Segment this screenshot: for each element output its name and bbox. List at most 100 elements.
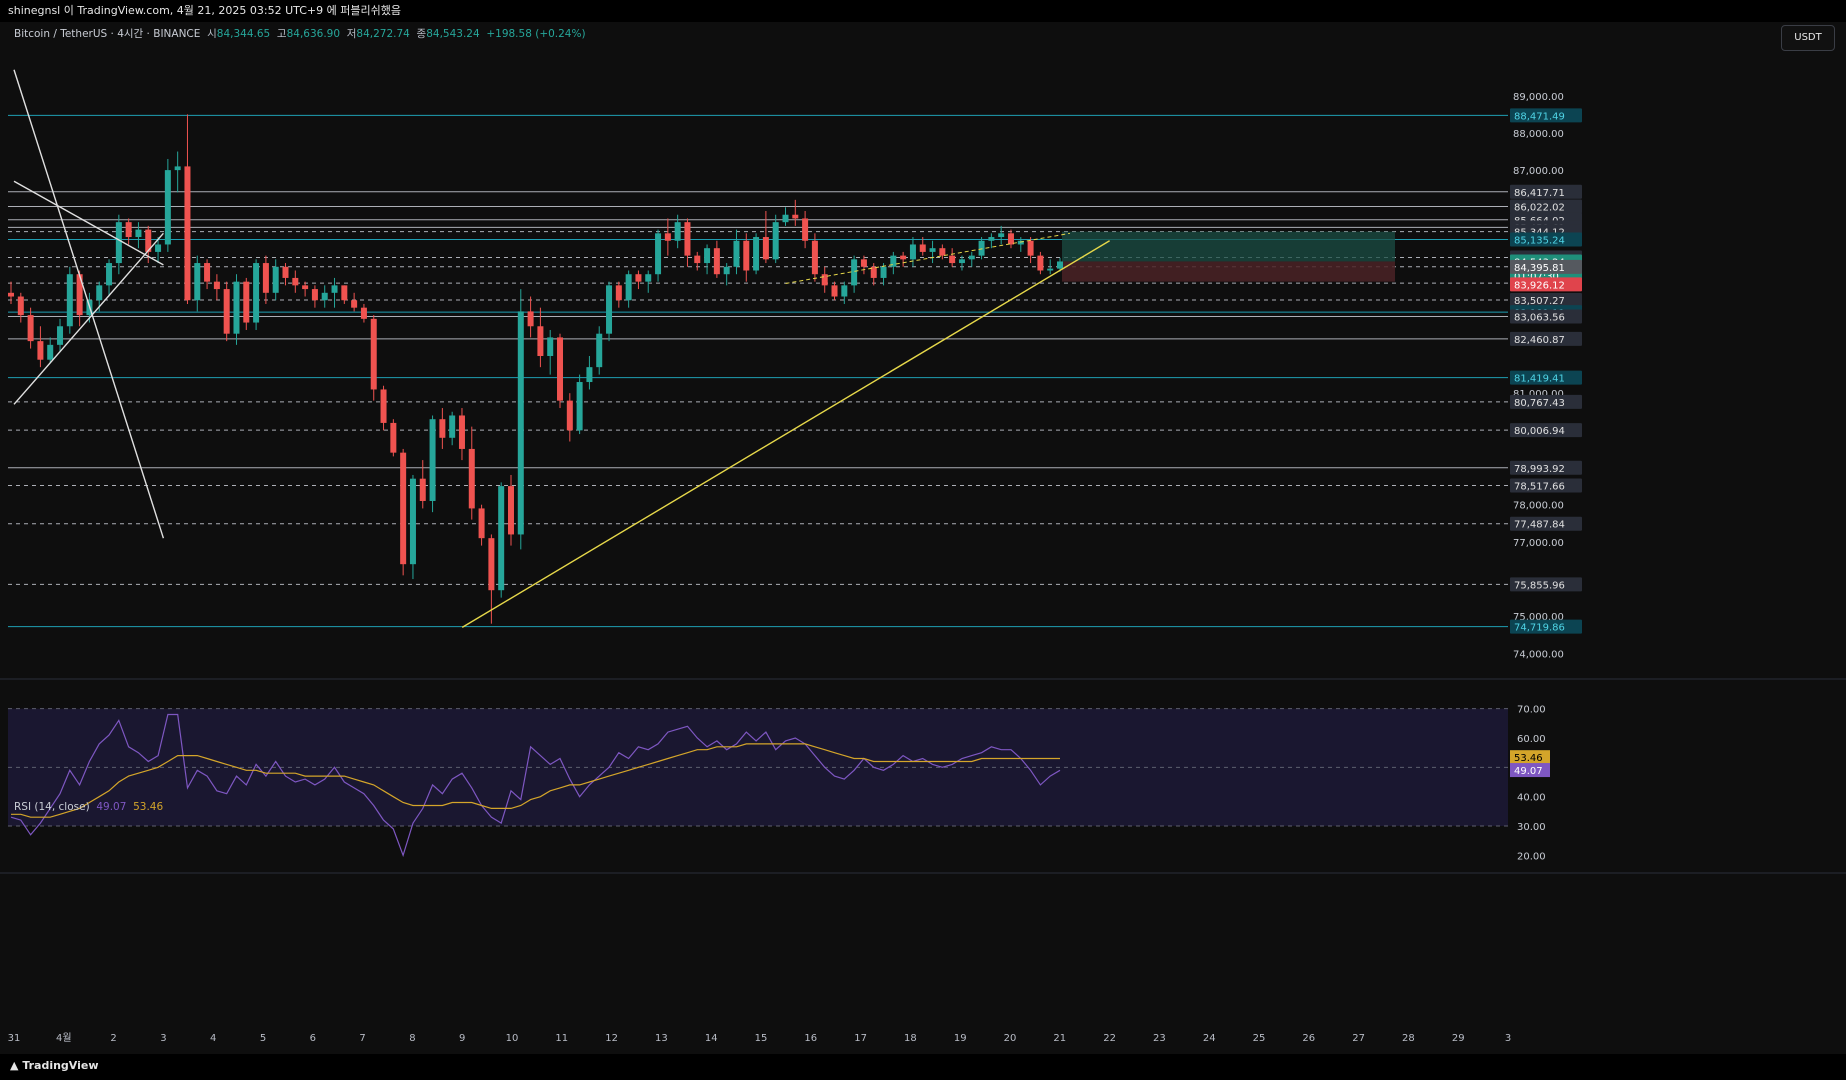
price-level-badge: 74,719.86 <box>1514 623 1565 634</box>
x-tick-label: 31 <box>8 1033 21 1044</box>
candle-body <box>988 237 995 241</box>
candle-body <box>1057 261 1063 269</box>
x-tick-label: 20 <box>1004 1033 1017 1044</box>
x-tick-label: 25 <box>1253 1033 1266 1044</box>
candle-body <box>390 422 397 453</box>
candle-body <box>253 263 260 323</box>
candle-body <box>233 281 240 334</box>
candle-body <box>537 326 544 356</box>
x-tick-label: 8 <box>409 1033 415 1044</box>
candle-body <box>27 315 34 342</box>
candle-body <box>17 296 24 316</box>
candle-body <box>841 285 848 297</box>
candle-body <box>341 285 348 301</box>
rsi-legend: RSI (14, close) 49.07 53.46 <box>14 801 163 813</box>
x-tick-label: 12 <box>605 1033 618 1044</box>
price-level-badge-bg <box>1510 331 1582 346</box>
candle-body <box>547 337 554 356</box>
candle-body <box>586 367 593 383</box>
candle-body <box>566 400 573 431</box>
candle-body <box>468 448 475 509</box>
rsi-line <box>10 713 1061 858</box>
candle-body <box>498 486 505 591</box>
candle-body <box>664 233 671 241</box>
price-tick-label: 75,000.00 <box>1513 612 1564 623</box>
currency-button[interactable]: USDT <box>1781 25 1835 51</box>
x-tick-label: 16 <box>804 1033 817 1044</box>
target-zone <box>1062 231 1395 262</box>
candle-body <box>694 255 701 264</box>
price-level-badge: 78,993.92 <box>1514 464 1565 475</box>
candle-body <box>204 263 211 282</box>
candle-body <box>155 244 162 252</box>
candle-body <box>713 248 720 275</box>
x-tick-label: 14 <box>705 1033 718 1044</box>
candle-body <box>106 263 113 286</box>
candle-body <box>370 318 377 390</box>
candle-body <box>635 274 642 282</box>
rsi-ma-line <box>11 743 1060 818</box>
x-tick-label: 24 <box>1203 1033 1216 1044</box>
price-tick-label: 74,000.00 <box>1513 649 1564 660</box>
trend-line <box>13 180 164 266</box>
candle-body <box>57 326 64 345</box>
candle-body <box>429 419 436 501</box>
x-tick-label: 18 <box>904 1033 917 1044</box>
symbol-name[interactable]: Bitcoin / TetherUS · 4시간 · BINANCE <box>14 28 201 40</box>
candle-body <box>909 244 916 260</box>
rsi-name[interactable]: RSI (14, close) <box>14 801 90 813</box>
candle-body <box>606 285 613 334</box>
candle-body <box>37 341 44 360</box>
candle-body <box>929 248 936 252</box>
candle-body <box>733 240 740 267</box>
rsi-value-badge-bg <box>1510 763 1550 778</box>
price-level-badge: 82,460.87 <box>1514 335 1565 346</box>
candle-body <box>164 170 171 245</box>
open-label: 시 <box>207 28 217 40</box>
candle-body <box>831 285 838 297</box>
price-level-badge-bg <box>1510 394 1582 409</box>
price-level-badge-bg <box>1510 184 1582 199</box>
x-tick-label: 2 <box>110 1033 116 1044</box>
price-level-badge: 80,767.43 <box>1514 398 1565 409</box>
candle-body <box>1027 240 1034 256</box>
close-label: 종 <box>416 28 427 40</box>
candle-body <box>1017 240 1024 245</box>
x-tick-label: 23 <box>1153 1033 1166 1044</box>
candle-body <box>625 274 632 301</box>
price-level-badge: 78,517.66 <box>1514 481 1565 492</box>
candle-body <box>96 285 103 301</box>
candle-body <box>860 259 867 267</box>
trend-line <box>461 240 1110 628</box>
x-tick-label: 15 <box>755 1033 768 1044</box>
chart-background <box>0 22 1846 1054</box>
brand-name: TradingView <box>22 1059 99 1072</box>
candle-body <box>890 255 897 267</box>
candle-body <box>311 289 318 301</box>
candle-body <box>174 166 181 171</box>
candle-body <box>66 274 73 327</box>
rsi-ma-value: 53.46 <box>133 801 164 813</box>
x-tick-label: 3 <box>160 1033 166 1044</box>
price-level-badge-bg <box>1510 423 1582 438</box>
price-level-badge-bg <box>1510 460 1582 475</box>
x-tick-label: 29 <box>1452 1033 1465 1044</box>
candle-body <box>1037 255 1044 271</box>
price-tick-label: 78,000.00 <box>1513 501 1564 512</box>
candle-body <box>1007 233 1014 245</box>
candle-body <box>968 255 975 260</box>
candle-body <box>262 263 269 293</box>
price-level-badge: 86,022.02 <box>1514 202 1565 213</box>
price-level-badge: 88,471.49 <box>1514 111 1565 122</box>
candle-body <box>507 486 514 535</box>
price-badge-grey: 84,395.81 <box>1514 263 1565 274</box>
footer-bar <box>0 1054 1846 1080</box>
price-level-badge-bg <box>1510 516 1582 531</box>
x-tick-label: 19 <box>954 1033 967 1044</box>
candle-body <box>517 311 524 535</box>
price-tick-label: 89,000.00 <box>1513 92 1564 103</box>
candle-body <box>321 292 328 301</box>
candle-body <box>302 285 309 290</box>
candle-body <box>213 281 220 290</box>
